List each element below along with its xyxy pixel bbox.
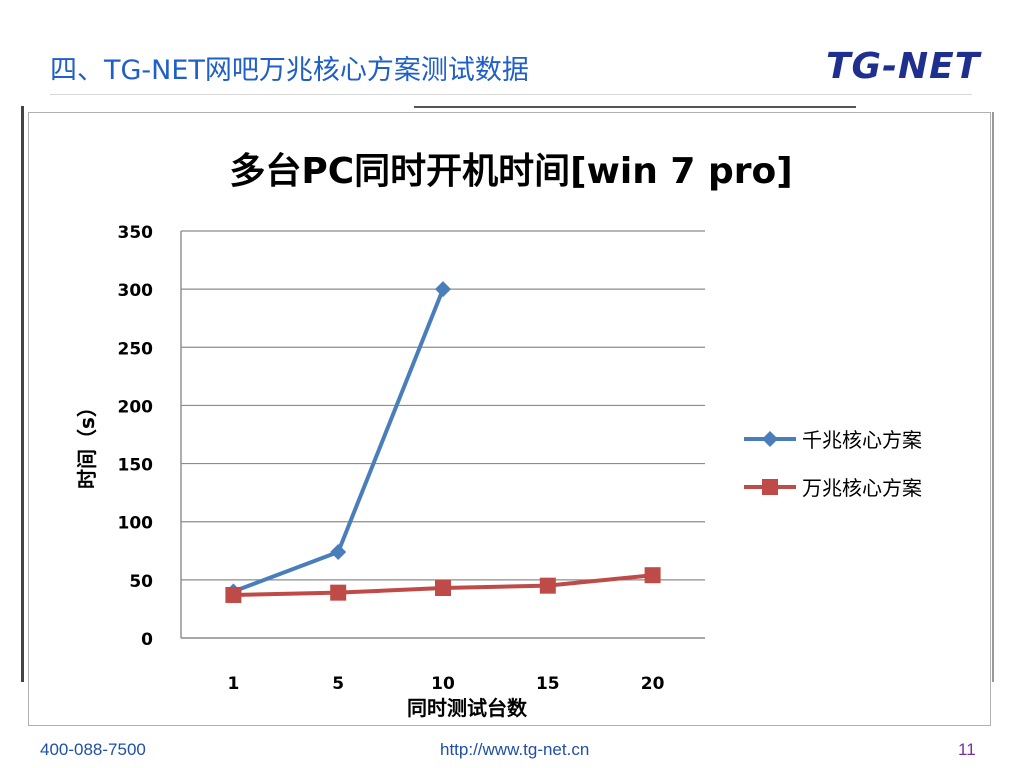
data-point-marker [225,586,242,603]
slide-title: 四、TG-NET网吧万兆核心方案测试数据 [50,55,529,86]
x-tick-label: 20 [641,674,665,694]
x-tick-label: 1 [227,674,239,694]
left-frame-line [21,106,24,682]
data-point-marker [435,579,451,596]
footer-url[interactable]: http://www.tg-net.cn [440,740,590,759]
legend-label: 千兆核心方案 [802,428,922,452]
header-divider [50,94,972,95]
legend-label: 万兆核心方案 [802,476,922,500]
y-tick-label: 300 [118,281,154,301]
y-tick-label: 150 [118,456,154,476]
data-point-marker [644,567,661,584]
y-tick-label: 50 [129,572,153,592]
chart-frame: 多台PC同时开机时间[win 7 pro] 同时测试台数 时间（s） 0 50 10… [28,112,991,726]
legend-marker [762,479,778,495]
chart-svg: 多台PC同时开机时间[win 7 pro] 同时测试台数 时间（s） 0 50 10… [75,151,922,720]
y-axis-label: 时间（s） [75,397,99,489]
x-tick-label: 5 [332,674,344,694]
page-number: 11 [958,740,976,759]
x-tick-label: 10 [431,674,455,694]
data-point-marker [330,584,347,601]
header-divider-dark [414,106,856,108]
footer-phone: 400-088-7500 [40,740,146,759]
y-tick-label: 100 [118,514,154,534]
x-axis-label: 同时测试台数 [407,696,528,720]
data-point-marker [330,543,347,560]
tg-net-logo: TG-NET [826,46,981,87]
data-point-marker [435,281,451,298]
y-tick-label: 350 [118,223,154,243]
x-tick-label: 15 [536,674,560,694]
right-frame-line [992,112,994,682]
legend-marker [762,431,778,447]
y-tick-label: 200 [118,397,154,417]
y-tick-label: 0 [141,630,153,650]
data-point-marker [539,577,556,594]
y-tick-label: 250 [118,339,154,359]
chart-title: 多台PC同时开机时间[win 7 pro] [229,151,792,192]
